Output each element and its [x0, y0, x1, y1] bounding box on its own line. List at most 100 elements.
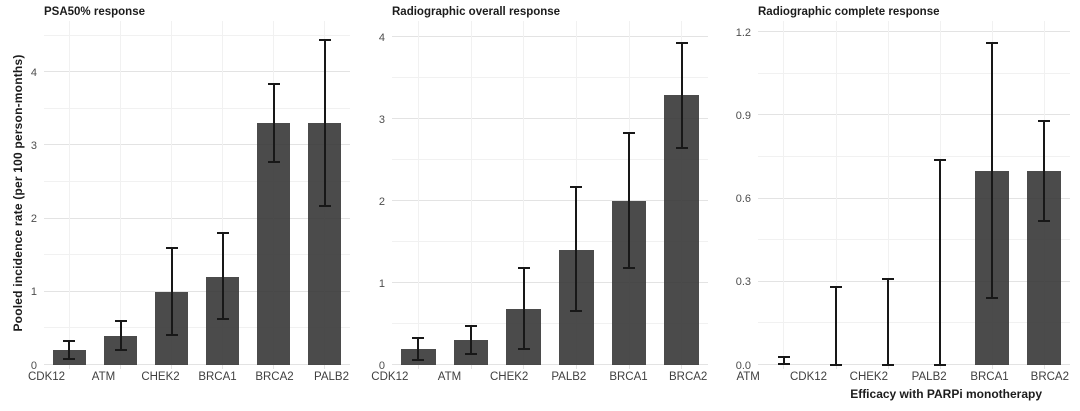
error-bar-atm — [782, 356, 785, 364]
axis-tick-mark — [273, 365, 274, 369]
panels-row: PSA50% response 0 1 2 3 4 CDK12 ATM CHEK2 BRCA1… — [18, 0, 1080, 389]
gridline-major — [392, 36, 708, 38]
panel-title-psa50: PSA50% response — [44, 6, 145, 18]
gridline-minor — [758, 322, 1070, 324]
plot-area-overall — [392, 21, 708, 369]
error-bar-brca2 — [680, 43, 683, 148]
panel-body: 0 1 2 3 4 — [18, 21, 360, 372]
gridline-vertical — [470, 21, 472, 365]
category-label-palb2: PALB2 — [551, 371, 587, 383]
axis-tick-mark — [470, 365, 472, 369]
error-cap — [675, 42, 688, 45]
gridline-minor — [44, 254, 350, 256]
gridline-major — [44, 217, 350, 219]
axis-tick-mark — [835, 365, 837, 369]
error-bar-cdk12 — [835, 287, 837, 365]
bar-brca2 — [256, 123, 291, 365]
category-label-brca2: BRCA2 — [255, 371, 294, 383]
category-label-atm: ATM — [437, 371, 462, 383]
gridline-minor — [44, 107, 350, 109]
error-cap — [830, 286, 842, 289]
y-axis-overall: 0 1 2 3 4 — [360, 21, 392, 372]
gridline-major — [758, 197, 1070, 199]
error-cap — [114, 320, 127, 323]
error-bar-palb2 — [323, 40, 326, 207]
y-tick-label: 2 — [378, 195, 385, 208]
axis-tick-mark — [783, 365, 785, 369]
gridline-major — [392, 364, 708, 365]
gridline-major — [44, 364, 350, 365]
error-cap — [165, 246, 178, 249]
error-cap — [986, 42, 998, 45]
error-cap — [412, 336, 425, 339]
error-bar-cdk12 — [417, 337, 420, 361]
gridline-minor — [758, 72, 1070, 74]
error-bar-brca2 — [1043, 120, 1045, 221]
y-tick-label: 0.9 — [735, 109, 751, 122]
gridline-major — [392, 282, 708, 284]
panel-title-complete: Radiographic complete response — [758, 6, 940, 18]
category-label-brca1: BRCA1 — [198, 371, 237, 383]
error-bar-brca2 — [272, 83, 275, 162]
error-bar-brca1 — [991, 43, 993, 299]
category-label-brca2: BRCA2 — [668, 371, 708, 383]
error-cap — [570, 309, 583, 312]
y-tick-label: 1 — [30, 286, 37, 299]
error-bar-brca1 — [628, 133, 630, 269]
error-cap — [517, 267, 530, 270]
gridline-major — [758, 114, 1070, 116]
panel-title-overall: Radiographic overall response — [392, 6, 561, 18]
y-tick-label: 0.3 — [735, 276, 751, 289]
gridline-major — [758, 280, 1070, 282]
panel-body: 0 1 2 3 4 — [360, 21, 718, 372]
error-bar-atm — [119, 321, 122, 350]
error-cap — [63, 358, 76, 361]
gridline-minor — [392, 323, 708, 325]
error-cap — [216, 317, 229, 320]
y-tick-label: 0 — [378, 359, 385, 372]
axis-tick-mark — [628, 365, 630, 369]
category-label-palb2: PALB2 — [314, 371, 349, 383]
gridline-minor — [392, 159, 708, 161]
error-cap — [623, 132, 635, 135]
gridline-major — [758, 364, 1070, 365]
error-bar-brca1 — [221, 233, 224, 319]
y-tick-label: 0 — [30, 359, 37, 372]
axis-tick-mark — [171, 365, 172, 369]
y-tick-label: 4 — [30, 66, 37, 79]
gridline-minor — [758, 155, 1070, 157]
gridline-major — [758, 31, 1070, 33]
gridline-vertical — [783, 21, 785, 365]
y-axis-complete: 0.0 0.3 0.6 0.9 1.2 — [718, 21, 758, 372]
category-label-atm: ATM — [91, 371, 116, 383]
error-cap — [267, 82, 280, 85]
error-bar-palb2 — [575, 187, 578, 311]
gridline-vertical — [171, 21, 172, 365]
error-cap — [623, 267, 635, 270]
error-cap — [882, 278, 894, 280]
error-cap — [830, 364, 842, 366]
error-cap — [1038, 119, 1050, 122]
gridline-minor — [392, 241, 708, 243]
error-cap — [934, 364, 946, 366]
error-cap — [934, 158, 946, 161]
axis-tick-mark — [120, 365, 121, 369]
y-tick-label: 0.6 — [735, 193, 751, 206]
error-cap — [675, 146, 688, 149]
y-tick-label: 1 — [378, 277, 385, 290]
y-axis-psa50: 0 1 2 3 4 — [18, 21, 44, 372]
category-label-brca1: BRCA1 — [970, 371, 1009, 383]
gridline-minor — [392, 77, 708, 79]
panel-radiographic-complete-response: Radiographic complete response 0.0 0.3 0.6… — [718, 0, 1080, 389]
y-tick-label: 0.0 — [735, 359, 751, 372]
axis-tick-mark — [523, 365, 525, 369]
error-cap — [114, 348, 127, 351]
category-label-brca2: BRCA2 — [1030, 371, 1070, 383]
gridline-vertical — [68, 21, 70, 365]
y-tick-label: 4 — [378, 31, 385, 44]
gridline-vertical — [222, 21, 223, 365]
panel-body: 0.0 0.3 0.6 0.9 1.2 — [718, 21, 1080, 372]
gridline-vertical — [887, 21, 889, 365]
error-bar-chek2 — [170, 247, 173, 335]
error-cap — [570, 186, 583, 189]
